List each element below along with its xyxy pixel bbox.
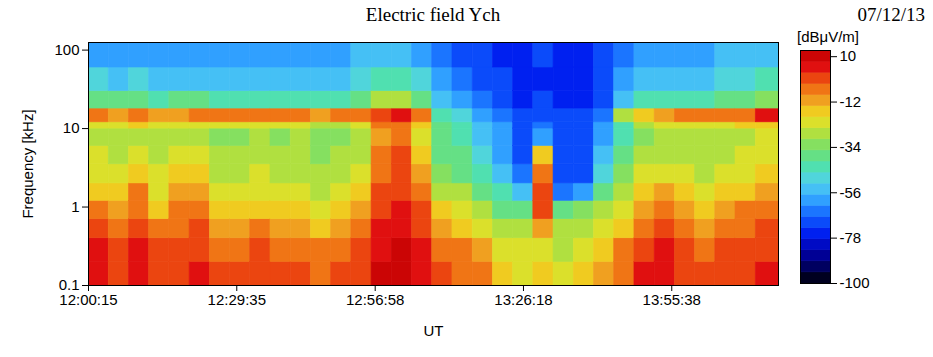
svg-text:UT: UT: [424, 322, 444, 339]
svg-text:12:00:15: 12:00:15: [59, 291, 117, 308]
html-text:[dBμV/m]: [dBμV/m]: [797, 28, 859, 45]
svg-text:Frequency [kHz]: Frequency [kHz]: [19, 109, 36, 218]
svg-text:10: 10: [840, 47, 857, 64]
html-text:07/12/13: 07/12/13: [857, 4, 925, 25]
svg-text:100: 100: [54, 41, 79, 58]
svg-text:-56: -56: [840, 184, 862, 201]
svg-text:-78: -78: [840, 229, 862, 246]
svg-text:12:29:35: 12:29:35: [208, 291, 266, 308]
svg-text:-12: -12: [840, 93, 862, 110]
svg-text:0.1: 0.1: [58, 276, 80, 294]
svg-text:-34: -34: [840, 138, 862, 155]
svg-text:-100: -100: [840, 274, 870, 291]
html-text:Electric field Ych: Electric field Ych: [365, 4, 501, 25]
svg-text:10: 10: [63, 119, 80, 136]
svg-text:12:56:58: 12:56:58: [346, 291, 404, 308]
svg-text:13:55:38: 13:55:38: [643, 291, 701, 308]
svg-text:13:26:18: 13:26:18: [494, 291, 552, 308]
svg-text:1: 1: [71, 198, 79, 215]
